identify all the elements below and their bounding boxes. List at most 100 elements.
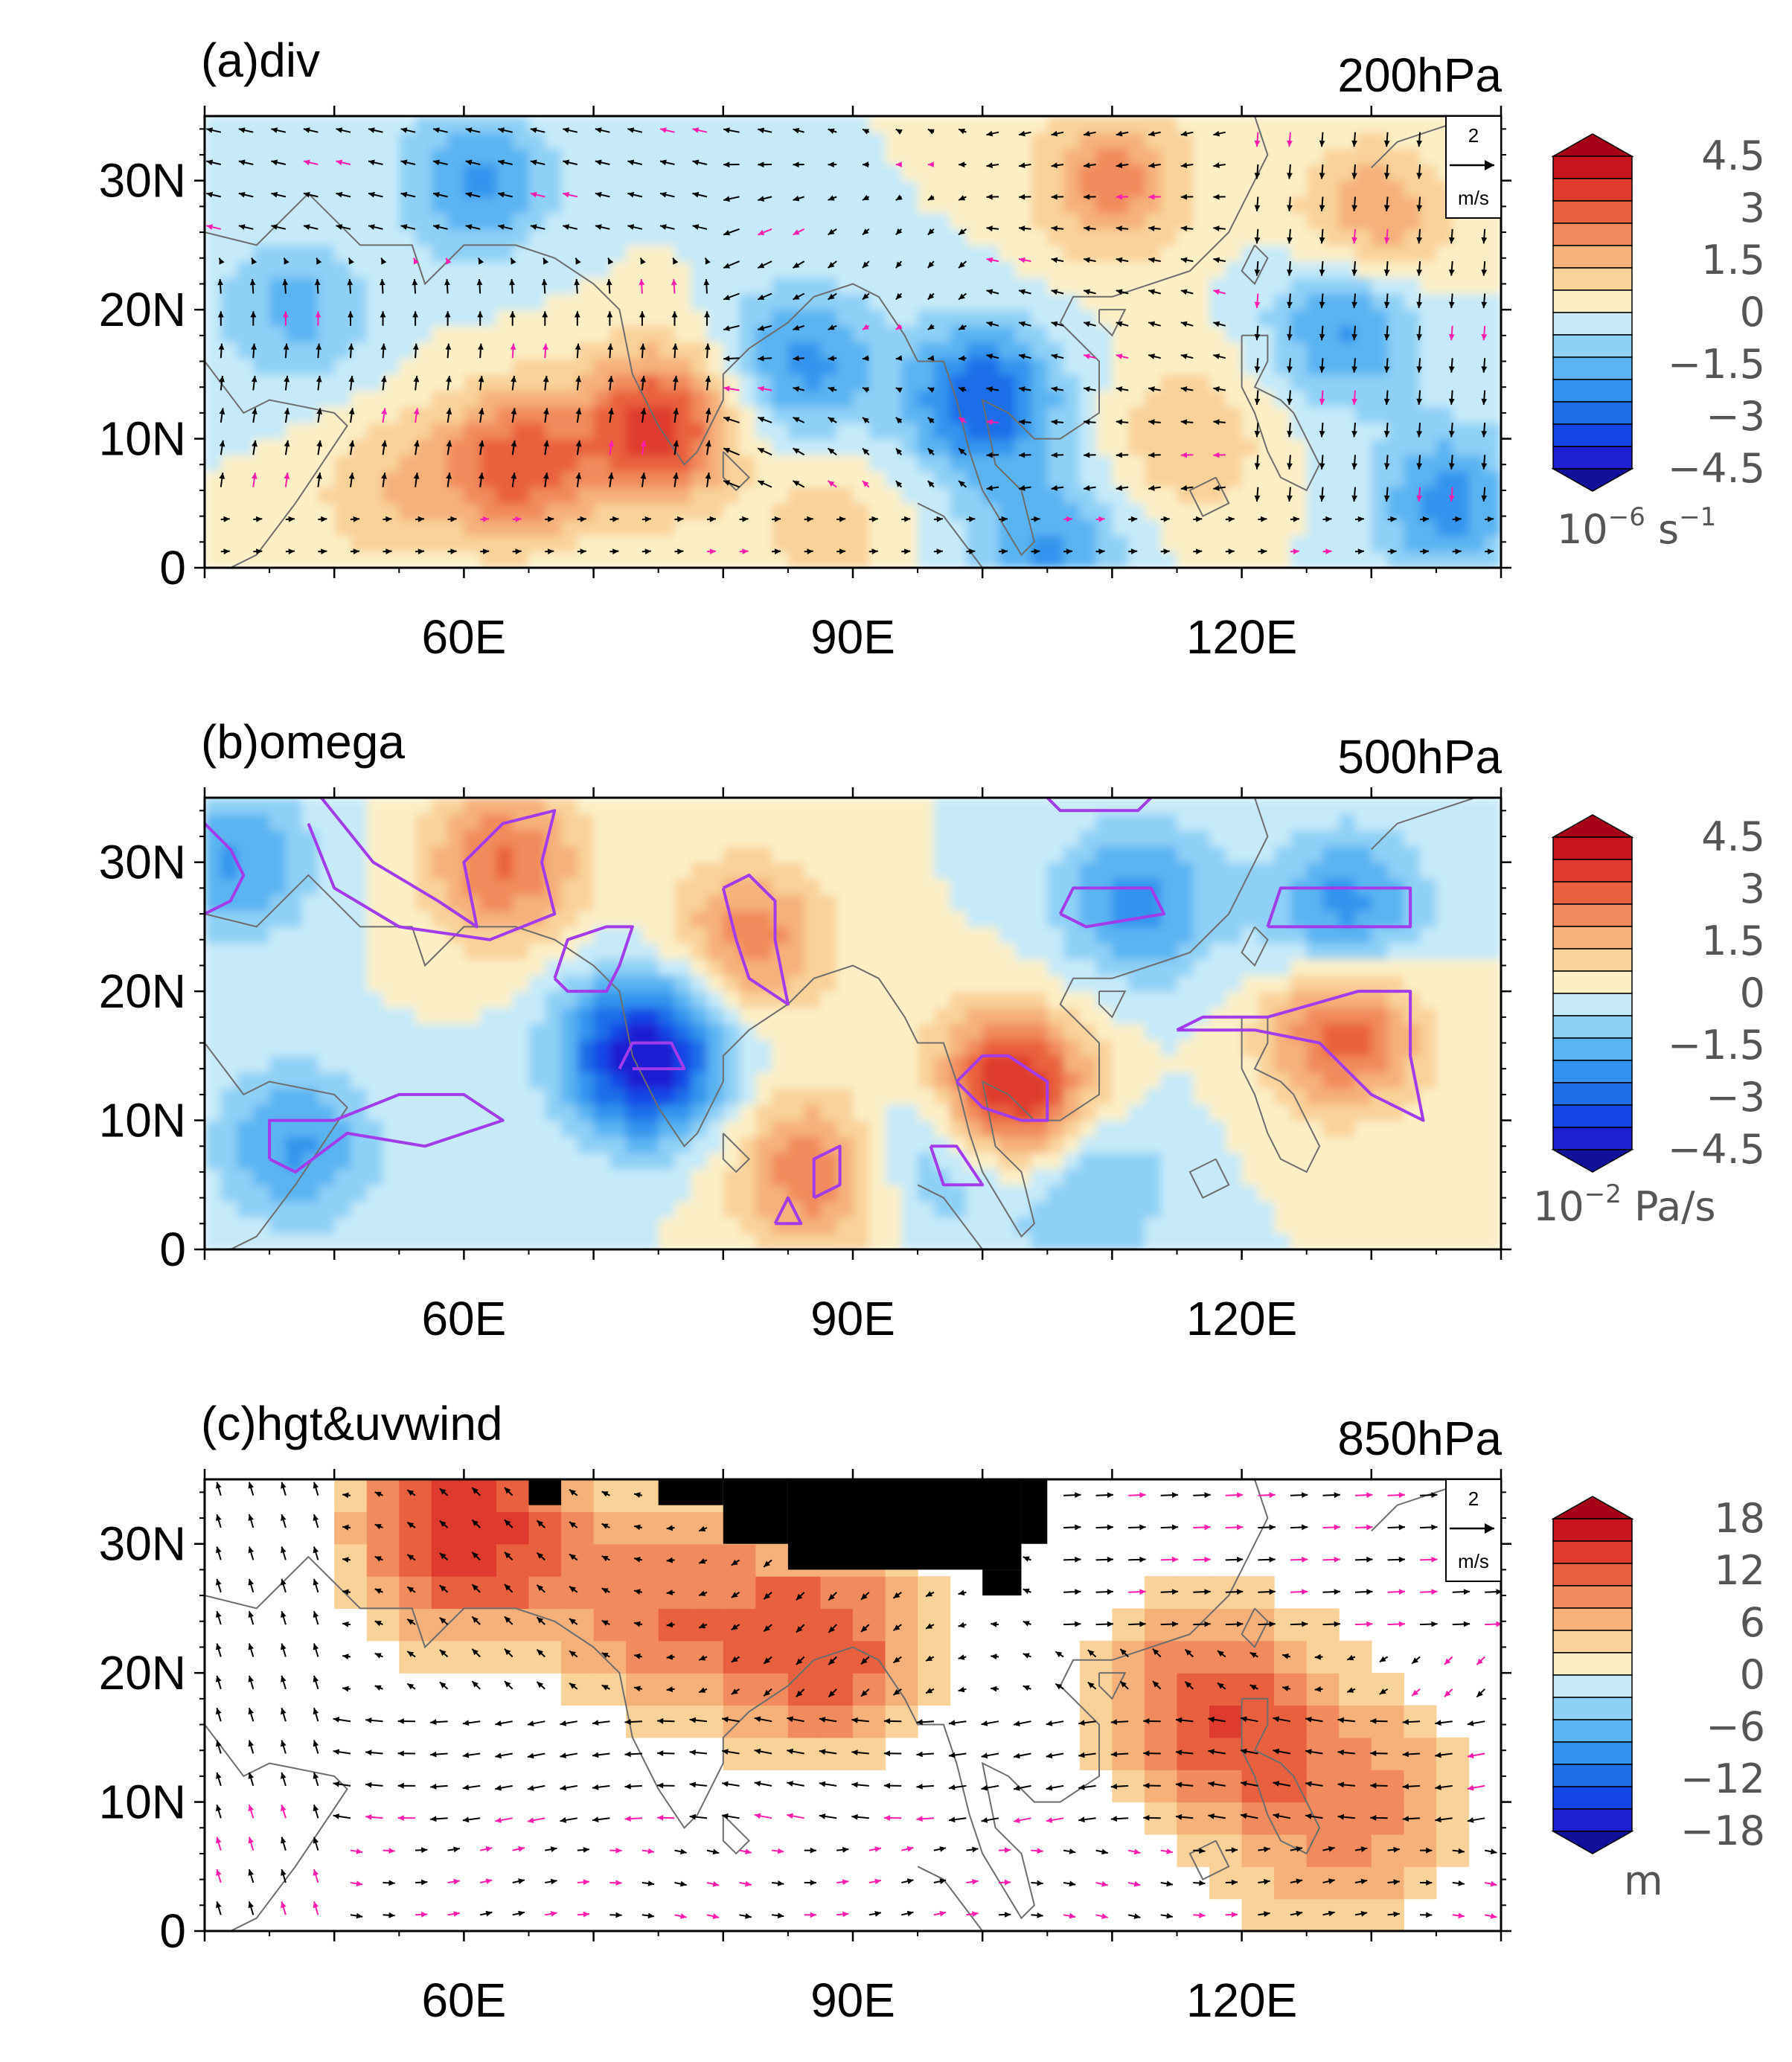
wind-vector-head: [895, 448, 902, 455]
wind-vector-head: [336, 224, 343, 230]
field-cell: [447, 406, 464, 423]
field-cell: [399, 991, 416, 1008]
field-cell: [285, 196, 303, 214]
field-cell: [1177, 438, 1194, 455]
field-cell: [334, 975, 351, 992]
field-cell: [933, 213, 951, 230]
field-cell: [1031, 910, 1048, 928]
field-cell: [804, 1088, 822, 1105]
wind-vector-head: [283, 343, 289, 350]
field-cell: [1128, 293, 1145, 310]
field-cell: [1290, 374, 1308, 391]
field-cell: [431, 455, 449, 472]
wind-vector-head: [758, 196, 765, 202]
field-cell: [285, 958, 303, 976]
field-cell: [1047, 1040, 1064, 1057]
field-cell: [399, 1233, 416, 1249]
field-cell: [512, 245, 530, 262]
field-cell: [1322, 228, 1340, 246]
field-cell: [1290, 455, 1308, 472]
wind-vector-head: [793, 229, 800, 235]
field-cell: [1014, 1201, 1032, 1218]
field-cell: [237, 310, 254, 327]
field-cell: [464, 277, 481, 295]
field-cell: [918, 1168, 935, 1185]
field-cell: [901, 261, 918, 278]
field-cell: [399, 358, 416, 375]
field-cell: [772, 342, 789, 359]
field-cell: [626, 1088, 643, 1105]
field-cell: [431, 1040, 449, 1057]
field-cell: [966, 943, 983, 960]
wind-vector-head: [1051, 130, 1058, 137]
wind-vector-head: [1084, 484, 1090, 491]
field-cell: [674, 132, 691, 149]
field-cell: [918, 310, 935, 327]
field-cell: [853, 503, 870, 520]
field-cell: [1112, 438, 1129, 455]
field-cell: [351, 438, 368, 455]
field-cell: [966, 310, 983, 327]
field-cell: [383, 310, 400, 327]
wind-vector-head: [348, 311, 353, 318]
wind-vector-head: [446, 257, 452, 265]
field-cell: [447, 358, 464, 375]
field-cell: [301, 503, 319, 520]
field-cell: [593, 277, 610, 295]
field-cell: [545, 862, 562, 879]
field-cell: [1274, 196, 1291, 214]
field-cell: [787, 422, 805, 440]
field-cell: [1193, 148, 1210, 165]
field-cell: [641, 975, 659, 992]
field-cell: [593, 261, 610, 278]
field-cell: [658, 293, 676, 310]
field-cell: [999, 503, 1016, 520]
field-cell: [577, 438, 595, 455]
field-cell: [399, 1104, 416, 1121]
wind-vector-head: [863, 161, 869, 167]
field-cell: [772, 1217, 789, 1234]
field-cell: [868, 342, 886, 359]
field-cell: [1014, 1152, 1032, 1170]
field-cell: [691, 1217, 708, 1234]
wind-vector-head: [1051, 419, 1057, 426]
units-name: s: [1645, 506, 1679, 553]
field-cell: [528, 228, 545, 246]
field-cell: [836, 470, 854, 488]
field-cell: [999, 551, 1016, 568]
field-cell: [1177, 245, 1194, 262]
field-cell: [641, 813, 659, 830]
field-cell: [1241, 503, 1258, 520]
field-cell: [1371, 245, 1389, 262]
field-cell: [804, 878, 822, 895]
field-cell: [1355, 551, 1372, 568]
field-cell: [885, 846, 902, 863]
field-cell: [691, 228, 708, 246]
field-cell: [334, 894, 351, 912]
field-cell: [1047, 180, 1064, 197]
field-cell: [1079, 374, 1097, 391]
wind-vector-head: [1390, 548, 1397, 554]
field-cell: [1193, 342, 1210, 359]
field-cell: [1322, 470, 1340, 488]
wind-vector-head: [959, 417, 965, 423]
field-cell: [1322, 503, 1340, 520]
field-cell: [787, 798, 805, 815]
field-cell: [415, 813, 432, 830]
field-cell: [982, 910, 999, 928]
field-cell: [545, 358, 562, 375]
field-cell: [1371, 148, 1389, 165]
field-cell: [512, 1152, 530, 1170]
wind-vector-head: [639, 343, 646, 350]
field-cell: [1177, 116, 1194, 133]
field-cell: [787, 926, 805, 944]
field-cell: [512, 148, 530, 165]
field-cell: [220, 846, 238, 863]
field-cell: [933, 406, 951, 423]
field-cell: [1177, 148, 1194, 165]
field-cell: [464, 1104, 481, 1121]
wind-vector-head: [336, 127, 343, 133]
field-cell: [885, 374, 902, 391]
field-cell: [999, 1072, 1016, 1089]
